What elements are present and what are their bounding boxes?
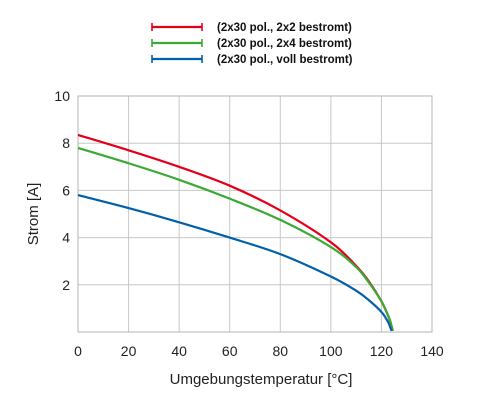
x-axis-title: Umgebungstemperatur [°C]: [170, 371, 353, 388]
y-tick-label: 4: [62, 230, 70, 246]
y-tick-label: 2: [62, 277, 70, 293]
legend-item-1: (2x30 pol., 2x2 bestromt): [151, 22, 352, 34]
legend-item-2: (2x30 pol., 2x4 bestromt): [151, 38, 352, 50]
ticks: 0 20 40 60 80 100 120 140 2 4 6 8 10: [54, 88, 443, 359]
legend-item-3: (2x30 pol., voll bestromt): [151, 54, 353, 66]
x-tick-label: 60: [222, 343, 238, 359]
x-tick-label: 120: [370, 343, 394, 359]
x-tick-label: 40: [171, 343, 187, 359]
y-axis-title: Strom [A]: [25, 183, 42, 246]
series-line-3: [77, 194, 393, 332]
y-tick-label: 8: [62, 135, 70, 151]
grid: [77, 95, 433, 333]
plot-frame: [77, 95, 433, 333]
legend-label: (2x30 pol., 2x2 bestromt): [217, 22, 352, 34]
x-tick-label: 20: [121, 343, 137, 359]
x-tick-label: 100: [319, 343, 343, 359]
x-tick-label: 80: [272, 343, 288, 359]
legend: (2x30 pol., 2x2 bestromt) (2x30 pol., 2x4…: [151, 22, 353, 66]
y-tick-label: 10: [54, 88, 70, 104]
series-line-1: [77, 133, 394, 332]
y-tick-label: 6: [62, 182, 70, 198]
x-tick-label: 140: [420, 343, 444, 359]
legend-label: (2x30 pol., voll bestromt): [217, 54, 353, 66]
legend-label: (2x30 pol., 2x4 bestromt): [217, 38, 352, 50]
x-tick-label: 0: [74, 343, 82, 359]
series-layer: [77, 133, 394, 332]
series-line-2: [77, 146, 394, 332]
